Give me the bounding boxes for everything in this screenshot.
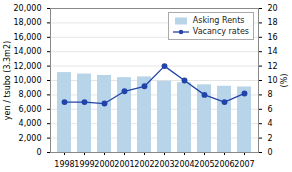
- svg-text:2004: 2004: [174, 160, 194, 169]
- svg-text:18,000: 18,000: [14, 18, 42, 27]
- svg-text:2000: 2000: [94, 160, 114, 169]
- svg-text:18: 18: [268, 18, 278, 27]
- svg-text:12,000: 12,000: [14, 62, 42, 71]
- svg-text:14: 14: [268, 47, 278, 56]
- svg-text:2,000: 2,000: [19, 134, 42, 143]
- svg-text:10,000: 10,000: [14, 76, 42, 85]
- svg-text:16,000: 16,000: [14, 33, 42, 42]
- svg-text:12: 12: [268, 62, 278, 71]
- svg-text:6: 6: [268, 105, 273, 114]
- svg-text:2006: 2006: [214, 160, 234, 169]
- svg-text:16: 16: [268, 33, 278, 42]
- svg-text:20: 20: [268, 4, 278, 13]
- svg-text:8,000: 8,000: [19, 90, 42, 99]
- svg-text:yen / tsubo (3.3m2): yen / tsubo (3.3m2): [3, 41, 12, 120]
- html-text:Asking Rents: Asking Rents: [192, 16, 245, 25]
- svg-text:0: 0: [268, 148, 273, 157]
- svg-text:10: 10: [268, 76, 278, 85]
- svg-text:1999: 1999: [74, 160, 94, 169]
- svg-text:8: 8: [268, 90, 273, 99]
- svg-text:20,000: 20,000: [14, 4, 42, 13]
- svg-text:14,000: 14,000: [14, 47, 42, 56]
- html-text:Vacancy rates: Vacancy rates: [192, 27, 249, 36]
- svg-text:4: 4: [268, 119, 273, 128]
- svg-text:6,000: 6,000: [19, 105, 42, 114]
- svg-text:2005: 2005: [194, 160, 214, 169]
- svg-text:2002: 2002: [134, 160, 154, 169]
- svg-text:2003: 2003: [154, 160, 174, 169]
- svg-text:(%): (%): [280, 74, 289, 88]
- svg-text:2: 2: [268, 134, 273, 143]
- svg-text:0: 0: [36, 148, 41, 157]
- svg-text:1998: 1998: [54, 160, 74, 169]
- svg-text:2001: 2001: [114, 160, 134, 169]
- svg-text:4,000: 4,000: [19, 119, 42, 128]
- svg-text:2007: 2007: [234, 160, 254, 169]
